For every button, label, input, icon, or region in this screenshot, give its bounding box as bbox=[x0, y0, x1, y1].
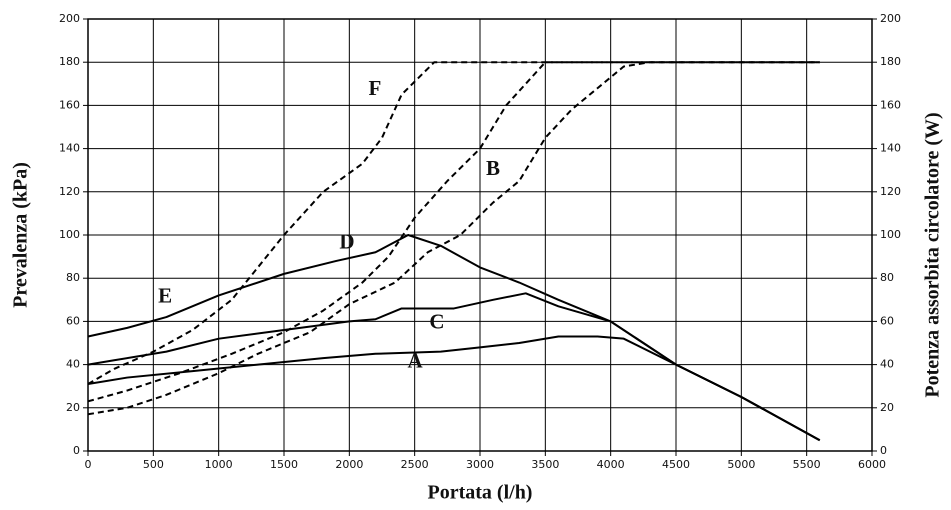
y2-tick-label: 180 bbox=[880, 55, 901, 68]
x-tick-label: 2000 bbox=[335, 458, 363, 471]
x-tick-label: 6000 bbox=[858, 458, 886, 471]
y-tick-label: 60 bbox=[66, 314, 80, 327]
y2-tick-label: 120 bbox=[880, 185, 901, 198]
y-tick-label: 0 bbox=[73, 444, 80, 457]
y-axis-title: Prevalenza (kPa) bbox=[10, 162, 32, 308]
y2-tick-label: 100 bbox=[880, 228, 901, 241]
x-tick-label: 3000 bbox=[466, 458, 494, 471]
x-axis-title: Portata (l/h) bbox=[428, 482, 533, 504]
y-tick-label: 100 bbox=[59, 228, 80, 241]
y-tick-label: 80 bbox=[66, 271, 80, 284]
y-tick-label: 160 bbox=[59, 98, 80, 111]
y-tick-label: 140 bbox=[59, 142, 80, 155]
y2-tick-label: 20 bbox=[880, 401, 894, 414]
series-line bbox=[87, 335, 821, 442]
y2-tick-label: 160 bbox=[880, 98, 901, 111]
y2-tick-label: 80 bbox=[880, 271, 894, 284]
series-line bbox=[87, 292, 821, 442]
x-tick-label: 0 bbox=[85, 458, 92, 471]
y2-tick-label: 200 bbox=[880, 12, 901, 25]
y2-tick-label: 40 bbox=[880, 358, 894, 371]
y-tick-label: 40 bbox=[66, 358, 80, 371]
x-tick-label: 3500 bbox=[531, 458, 559, 471]
series-line bbox=[87, 61, 820, 385]
curve-label: C bbox=[429, 309, 444, 333]
y2-axis-title: Potenza assorbita circolatore (W) bbox=[922, 112, 944, 397]
y2-tick-label: 140 bbox=[880, 142, 901, 155]
x-tick-label: 2500 bbox=[401, 458, 429, 471]
curve-label: F bbox=[369, 76, 382, 100]
curve-label: A bbox=[407, 348, 423, 372]
x-tick-label: 1000 bbox=[205, 458, 233, 471]
curve-label: B bbox=[486, 156, 500, 180]
curve-label: E bbox=[158, 283, 172, 307]
x-tick-label: 500 bbox=[143, 458, 164, 471]
plot-frame bbox=[87, 18, 873, 452]
series-line bbox=[87, 61, 820, 403]
y2-tick-label: 0 bbox=[880, 444, 887, 457]
x-tick-label: 4000 bbox=[597, 458, 625, 471]
x-tick-label: 1500 bbox=[270, 458, 298, 471]
y-tick-label: 20 bbox=[66, 401, 80, 414]
series-line bbox=[87, 61, 820, 416]
x-tick-label: 5500 bbox=[793, 458, 821, 471]
y-tick-label: 180 bbox=[59, 55, 80, 68]
y2-tick-label: 60 bbox=[880, 314, 894, 327]
x-tick-label: 4500 bbox=[662, 458, 690, 471]
y-tick-label: 200 bbox=[59, 12, 80, 25]
curve-label: D bbox=[339, 229, 354, 253]
y-tick-label: 120 bbox=[59, 185, 80, 198]
x-tick-label: 5000 bbox=[727, 458, 755, 471]
series-line bbox=[87, 234, 821, 442]
